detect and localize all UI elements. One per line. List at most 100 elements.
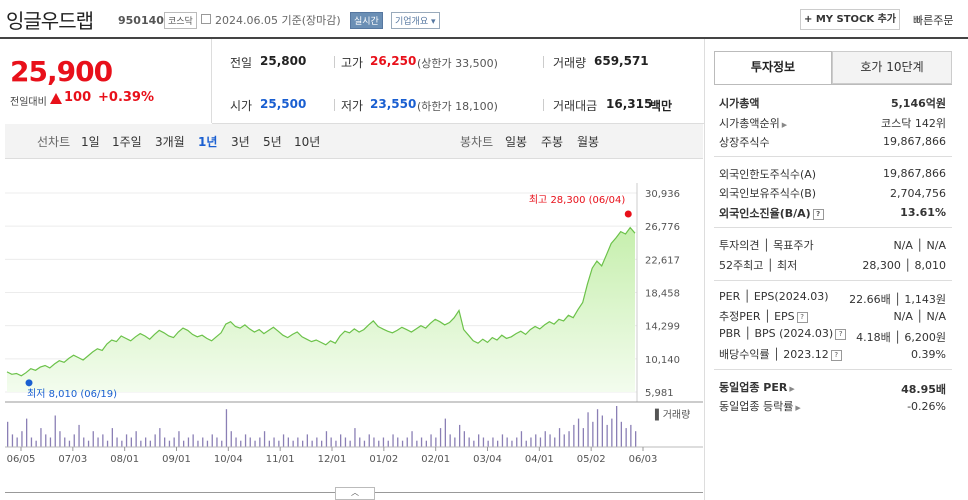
volume-bar <box>30 437 33 447</box>
add-mystock-button[interactable]: + MY STOCK 추가 <box>800 9 900 30</box>
volume-bar <box>592 421 594 447</box>
change-percent: +0.39% <box>98 90 154 105</box>
volume-bar <box>558 428 561 447</box>
listed-shares-label: 상장주식수 <box>719 136 770 149</box>
volume-bar <box>244 434 247 447</box>
tab-3y[interactable]: 3년 <box>231 135 250 149</box>
tab-10y[interactable]: 10년 <box>294 135 321 149</box>
volume-bar <box>249 437 251 447</box>
change-value: 100 <box>64 90 92 105</box>
foreign-rate-value: 13.61% <box>900 206 946 219</box>
cap-rank-label: 시가총액순위 <box>719 117 780 130</box>
volume-bar <box>197 440 199 447</box>
opinion-value: N/A │ N/A <box>893 239 946 252</box>
cap-rank-value: 코스닥 142위 <box>881 117 946 130</box>
x-tick-label: 09/01 <box>162 454 191 465</box>
tab-5y[interactable]: 5년 <box>263 135 282 149</box>
low-label: 저가 <box>341 99 364 113</box>
volume-bar <box>392 434 394 447</box>
volume-bar <box>468 437 470 447</box>
volume-bar <box>335 440 337 447</box>
volume-bar <box>268 440 270 447</box>
x-tick-label: 10/04 <box>214 454 243 465</box>
high-value: 26,250 <box>370 54 417 68</box>
header-divider <box>0 37 968 39</box>
volume-bar <box>21 431 23 447</box>
company-overview-dropdown[interactable]: 기업개요 ▾ <box>391 12 440 29</box>
volume-bar <box>363 440 366 447</box>
volume-bar <box>225 409 228 447</box>
realtime-button[interactable]: 실시간 <box>350 12 383 29</box>
volume-bar <box>459 424 461 447</box>
volume-bar <box>121 440 123 447</box>
volume-bar <box>497 440 499 447</box>
week52-label: 52주최고 │ 최저 <box>719 259 798 272</box>
high-label: 고가 <box>341 56 364 70</box>
volume-bar <box>59 431 61 447</box>
volume-bar <box>254 440 256 447</box>
volume-bar <box>187 437 190 447</box>
help-icon[interactable]: ? <box>835 328 847 340</box>
volume-bar <box>516 437 518 447</box>
help-icon[interactable]: ? <box>796 311 808 323</box>
x-tick-label: 08/01 <box>110 454 139 465</box>
x-tick-label: 06/05 <box>7 454 36 465</box>
tab-daily[interactable]: 일봉 <box>505 135 528 149</box>
volume-bar <box>478 434 480 447</box>
separator <box>334 56 335 68</box>
base-date: 2024.06.05 기준(장마감) <box>215 14 341 27</box>
tab-1d[interactable]: 1일 <box>81 135 100 149</box>
chevron-right-icon: ▶ <box>781 121 788 129</box>
volume-bar <box>444 418 446 447</box>
stock-code: 950140 <box>118 14 164 27</box>
separator <box>334 99 335 111</box>
market-cap-label: 시가총액 <box>719 97 760 110</box>
tab-invest-info[interactable]: 투자정보 <box>714 51 832 84</box>
volume-bar <box>102 434 104 447</box>
x-tick-label: 12/01 <box>318 454 347 465</box>
pbr-label: PBR │ BPS (2024.03) <box>719 327 834 340</box>
help-icon[interactable]: ? <box>830 349 842 361</box>
volume-bar <box>183 440 185 447</box>
low-label: 최저 8,010 (06/19) <box>27 388 117 400</box>
volume-bar <box>511 440 513 447</box>
volume-bar <box>11 434 14 447</box>
foreign-rate-label: 외국인소진율(B/A) <box>719 207 811 220</box>
section-divider <box>714 280 952 281</box>
price-chart[interactable]: 30,936 26,776 22,617 18,458 14,299 10,140 5,98… <box>5 160 703 492</box>
volume-bar <box>149 440 151 447</box>
volume-bar <box>587 412 589 447</box>
help-icon[interactable]: ? <box>812 208 824 220</box>
trade-amount-unit: 백만 <box>650 99 673 113</box>
dividend-label: 배당수익률 │ 2023.12 <box>719 348 829 361</box>
volume-bar <box>492 437 494 447</box>
industry-rate-value: -0.26% <box>907 400 946 413</box>
tab-3m[interactable]: 3개월 <box>155 135 185 149</box>
tab-1y[interactable]: 1년 <box>198 135 218 149</box>
section-divider <box>714 227 952 228</box>
industry-rate-link[interactable]: 동일업종 등락률 ▶ <box>719 398 801 414</box>
tab-hoga-10[interactable]: 호가 10단계 <box>832 51 952 84</box>
volume-bar <box>425 440 427 447</box>
collapse-chevron-button[interactable]: ︿ <box>335 487 375 500</box>
tab-monthly[interactable]: 월봉 <box>577 135 600 149</box>
foreign-hold-value: 2,704,756 <box>890 187 946 200</box>
volume-bar <box>230 431 232 447</box>
tab-1w[interactable]: 1주일 <box>112 135 142 149</box>
volume-bar <box>178 431 180 447</box>
volume-value: 659,571 <box>594 54 649 68</box>
industry-per-link[interactable]: 동일업종 PER ▶ <box>719 379 795 395</box>
volume-bar <box>87 440 90 447</box>
y-tick-label: 10,140 <box>645 355 680 366</box>
open-value: 25,500 <box>260 97 307 111</box>
quick-order-link[interactable]: 빠른주문 <box>913 14 954 27</box>
quote-divider <box>212 123 704 124</box>
volume-bar <box>154 434 156 447</box>
tab-weekly[interactable]: 주봉 <box>541 135 564 149</box>
cap-rank-link[interactable]: 시가총액순위 ▶ <box>719 115 787 131</box>
volume-bar <box>216 437 218 447</box>
volume-bar <box>292 440 294 447</box>
volume-bar <box>311 440 313 447</box>
volume-bar <box>173 437 175 447</box>
candle-chart-label: 봉차트 <box>460 135 494 149</box>
